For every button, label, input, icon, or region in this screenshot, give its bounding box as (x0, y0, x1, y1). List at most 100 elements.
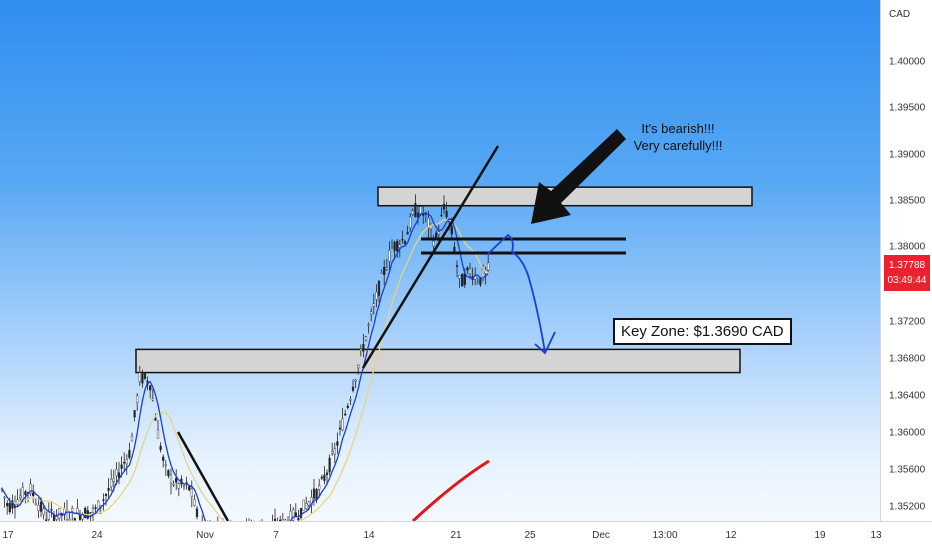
time-tick: 21 (450, 530, 462, 541)
candle-body (55, 516, 58, 520)
price-tick: 1.37200 (889, 316, 926, 328)
annotation-text: It's bearish!!! Very carefully!!! (618, 120, 738, 154)
candle-body (151, 398, 154, 401)
candle-body (409, 216, 412, 228)
candle-body (21, 487, 24, 500)
candle-body (442, 203, 446, 210)
candle-body (487, 262, 490, 271)
candle-body (364, 336, 368, 341)
candle-body (375, 292, 378, 300)
drawings-layer (176, 129, 626, 521)
time-axis[interactable]: 17 24 Nov 7 14 21 25 Dec 13:00 12 19 13 (0, 521, 932, 550)
time-tick: 7 (273, 530, 279, 541)
candle-body (476, 281, 479, 283)
candle-body (29, 483, 32, 494)
time-tick: 13 (870, 530, 882, 541)
chart-area[interactable]: It's bearish!!! Very carefully!!! Key Zo… (0, 0, 880, 521)
candle-body (432, 241, 435, 247)
candle-body (458, 275, 461, 279)
candle-body (154, 417, 157, 421)
candle-body (19, 495, 22, 499)
candle-body (411, 210, 414, 215)
price-chart[interactable] (0, 0, 880, 521)
candle-body (419, 206, 422, 215)
candle-body (380, 272, 383, 274)
projection-path (487, 233, 546, 353)
candle-body (396, 240, 399, 252)
candle-body (8, 502, 11, 512)
time-tick: Dec (592, 530, 610, 541)
candle-body (73, 518, 76, 521)
candle-body (104, 494, 108, 497)
candle-body (367, 324, 370, 326)
time-tick: 25 (524, 530, 536, 541)
candle-body (156, 429, 160, 439)
candle-body (42, 508, 45, 515)
price-tick: 1.35200 (889, 501, 926, 513)
candle-body (281, 519, 284, 521)
candle-body (299, 507, 303, 518)
candle-body (320, 476, 323, 479)
candle-body (466, 267, 469, 271)
candle-body (468, 268, 472, 274)
candle-body (344, 413, 347, 416)
candle-body (279, 519, 282, 521)
candle-body (292, 509, 295, 521)
candle-body (47, 511, 50, 520)
candle-body (68, 518, 71, 521)
candle-body (133, 410, 136, 418)
uptrend-line (361, 145, 500, 369)
candle-body (341, 418, 344, 431)
candle-body (112, 478, 115, 482)
candle-body (130, 435, 134, 442)
candle-body (110, 479, 113, 488)
candle-body (416, 212, 420, 218)
candle-body (377, 280, 381, 296)
candle-body (164, 464, 167, 466)
price-tick: 1.36800 (889, 353, 926, 365)
candle-body (6, 503, 9, 507)
candle-body (461, 274, 464, 287)
candle-body (284, 519, 287, 521)
candle-body (333, 448, 336, 455)
candle-body (294, 512, 297, 517)
candle-body (403, 241, 407, 244)
candle-body (37, 505, 40, 511)
last-price-value: 1.37788 (888, 260, 926, 271)
candle-body (338, 427, 342, 430)
candle-body (305, 503, 308, 509)
candle-body (362, 343, 365, 352)
candle-body (393, 241, 396, 251)
annotation-line-1: It's bearish!!! (641, 121, 715, 136)
candle-body (123, 461, 126, 464)
candle-body (136, 395, 139, 403)
candle-body (385, 267, 388, 270)
candle-body (141, 373, 144, 384)
candle-body (32, 492, 35, 497)
candle-body (357, 364, 360, 369)
price-tick: 1.35600 (889, 464, 926, 476)
candle-body (315, 489, 318, 500)
price-tick: 1.36000 (889, 427, 926, 439)
candle-body (175, 477, 178, 483)
candle-body (193, 499, 196, 506)
candle-body (188, 486, 191, 491)
candle-body (273, 518, 277, 521)
zones-layer (135, 186, 753, 374)
candle-body (351, 386, 355, 391)
candle-body (149, 385, 152, 391)
candle-body (125, 459, 128, 465)
candle-body (445, 210, 448, 217)
candle-body (107, 488, 110, 491)
countdown-timer: 03:49:44 (887, 275, 927, 286)
candle-body (297, 517, 300, 521)
candle-body (455, 265, 459, 267)
time-tick: 19 (814, 530, 826, 541)
candle-body (331, 450, 334, 454)
support-zone (135, 348, 741, 374)
time-tick: Nov (196, 530, 214, 541)
fast-moving-average (1, 212, 489, 521)
candle-body (177, 483, 180, 489)
price-tick: 1.39000 (889, 149, 926, 161)
candle-body (336, 441, 339, 446)
